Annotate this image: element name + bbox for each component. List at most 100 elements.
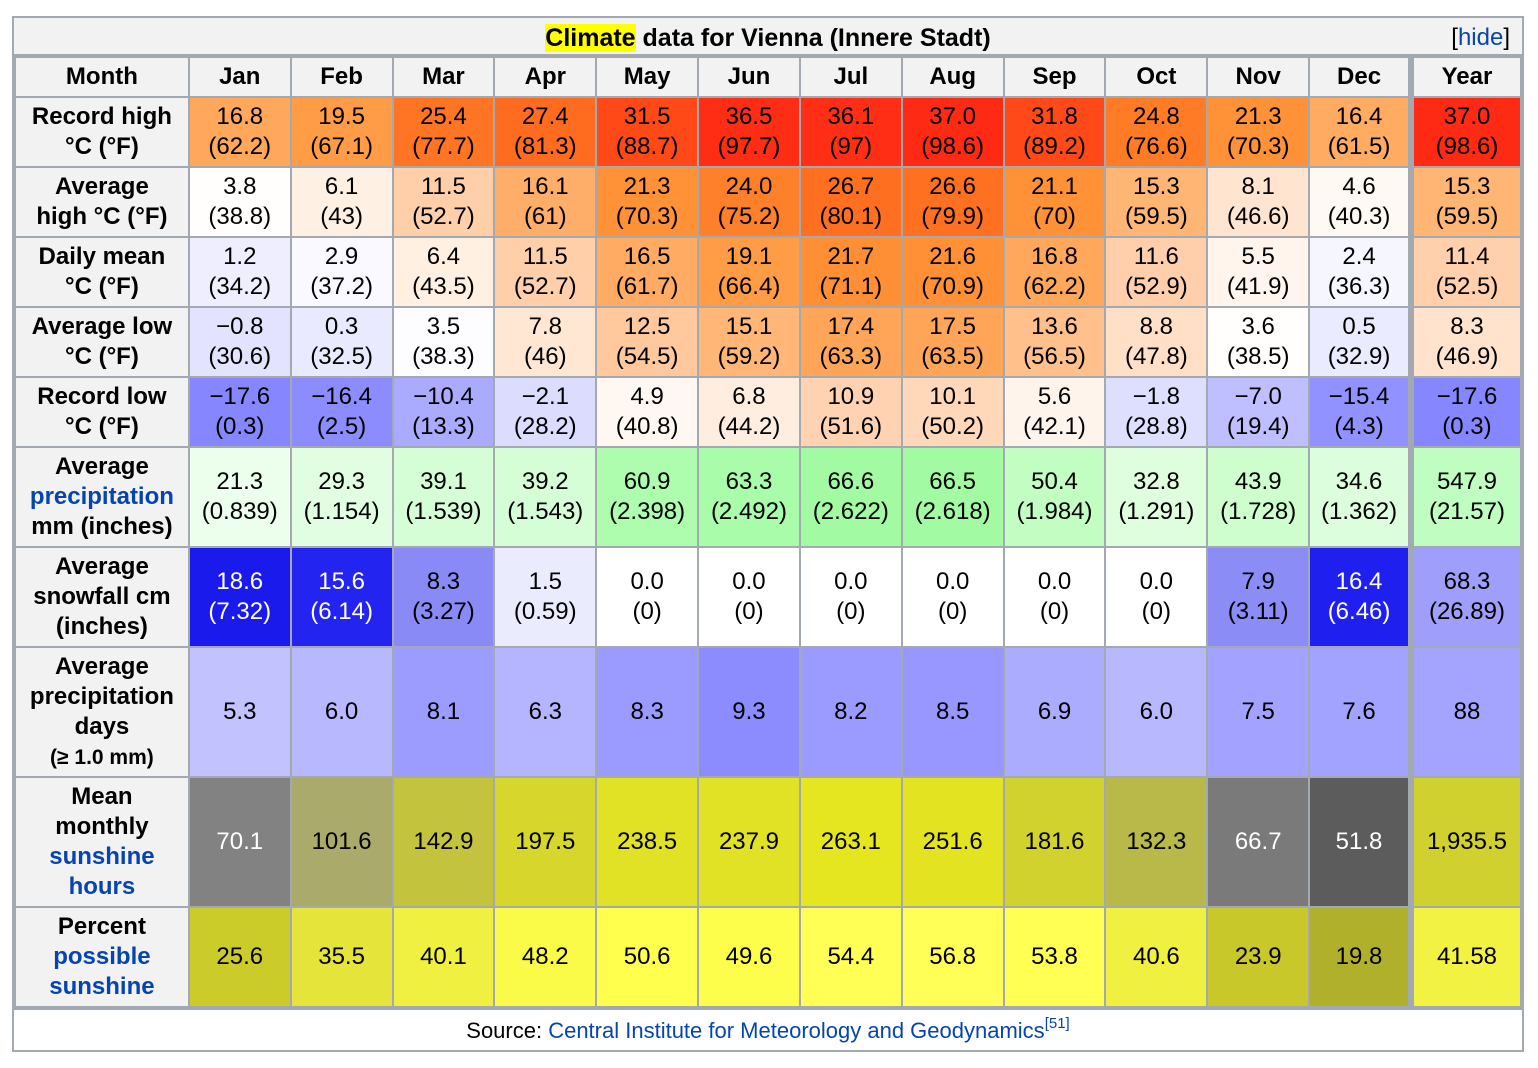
source-ref-link[interactable]: [51]	[1044, 1015, 1070, 1032]
cell-sep: 53.8	[1002, 906, 1107, 1008]
row-label-link[interactable]: hours	[68, 873, 136, 900]
cell-nov: 21.3 (70.3)	[1206, 96, 1311, 168]
cell-apr: 39.2 (1.543)	[493, 446, 598, 548]
cell-may: 50.6	[595, 906, 700, 1008]
cell-nov: 5.5 (41.9)	[1206, 236, 1311, 308]
cell-jul: 10.9 (51.6)	[798, 376, 903, 448]
cell-nov: 3.6 (38.5)	[1206, 306, 1311, 378]
cell-jan: 18.6 (7.32)	[187, 546, 292, 648]
header-mar: Mar	[391, 56, 496, 98]
cell-value: 15.3	[1132, 173, 1180, 200]
cell-imperial: (13.3)	[412, 413, 475, 440]
row-label-line: Daily mean	[38, 243, 166, 270]
cell-imperial: (61.5)	[1327, 133, 1391, 160]
cell-jan: 16.8 (62.2)	[187, 96, 292, 168]
cell-value: 54.4	[827, 943, 875, 970]
cell-imperial: (2.398)	[609, 498, 686, 525]
cell-may: 60.9 (2.398)	[595, 446, 700, 548]
cell-imperial: (88.7)	[615, 133, 679, 160]
row-label: Average high °C (°F)	[14, 166, 190, 238]
cell-value: 21.3	[623, 173, 671, 200]
cell-may: 4.9 (40.8)	[595, 376, 700, 448]
cell-imperial: (28.8)	[1124, 413, 1188, 440]
cell-imperial: (47.8)	[1124, 343, 1188, 370]
source-link[interactable]: Central Institute for Meteorology and Ge…	[548, 1018, 1045, 1043]
table-row: Average snowfall cm (inches) 18.6 (7.32) 15.6…	[14, 546, 1523, 648]
cell-imperial: (77.7)	[412, 133, 475, 160]
cell-mar: 6.4 (43.5)	[391, 236, 496, 308]
row-label-link[interactable]: precipitation	[29, 483, 174, 510]
cell-dec: −15.4 (4.3)	[1308, 376, 1412, 448]
cell-apr: 16.1 (61)	[493, 166, 598, 238]
source-ref[interactable]: [51]	[1045, 1015, 1070, 1032]
cell-value: 0.0	[1037, 568, 1072, 595]
cell-imperial: (62.2)	[208, 133, 272, 160]
cell-imperial: (0)	[1141, 598, 1172, 625]
cell-dec: 16.4 (6.46)	[1308, 546, 1412, 648]
cell-dec: 34.6 (1.362)	[1308, 446, 1412, 548]
cell-imperial: (4.3)	[1334, 413, 1384, 440]
cell-value: 40.6	[1132, 943, 1180, 970]
cell-oct: 0.0 (0)	[1104, 546, 1209, 648]
cell-value: 8.5	[935, 698, 970, 725]
cell-value: 4.9	[630, 383, 664, 410]
row-label-line: (inches)	[55, 613, 148, 640]
cell-jun: 0.0 (0)	[697, 546, 801, 648]
cell-imperial: (6.14)	[310, 598, 373, 625]
header-month: Month	[14, 56, 190, 98]
row-label-line: Record high	[31, 103, 172, 130]
cell-feb: 2.9 (37.2)	[289, 236, 394, 308]
cell-imperial: (40.8)	[615, 413, 679, 440]
hide-bracket-open: [	[1451, 24, 1458, 51]
cell-value: 7.5	[1241, 698, 1275, 725]
cell-imperial: (41.9)	[1226, 273, 1290, 300]
row-label-link[interactable]: possible	[53, 943, 151, 970]
cell-imperial: (38.8)	[208, 203, 272, 230]
row-label-line: snowfall cm	[33, 583, 171, 610]
cell-imperial: (71.1)	[819, 273, 883, 300]
cell-may: 12.5 (54.5)	[595, 306, 700, 378]
cell-imperial: (1.291)	[1118, 498, 1195, 525]
cell-value: 0.5	[1342, 313, 1376, 340]
cell-value: 15.3	[1443, 173, 1491, 200]
header-oct: Oct	[1104, 56, 1209, 98]
cell-year: 68.3 (26.89)	[1407, 546, 1523, 648]
cell-value: 7.8	[528, 313, 562, 340]
cell-feb: 19.5 (67.1)	[289, 96, 394, 168]
cell-sep: 21.1 (70)	[1002, 166, 1107, 238]
row-label-link[interactable]: sunshine	[49, 843, 155, 870]
cell-may: 238.5	[595, 776, 700, 908]
cell-imperial: (75.2)	[717, 203, 781, 230]
row-label-line: °C (°F)	[64, 413, 139, 440]
cell-nov: 7.5	[1206, 646, 1311, 778]
hide-link[interactable]: hide	[1457, 24, 1504, 51]
row-label-line: Record low	[37, 383, 167, 410]
cell-value: 1.2	[223, 243, 257, 270]
cell-imperial: (70.9)	[921, 273, 984, 300]
cell-value: 8.1	[1241, 173, 1275, 200]
cell-imperial: (2.5)	[316, 413, 367, 440]
cell-value: 16.1	[521, 173, 569, 200]
row-label-link[interactable]: sunshine	[49, 973, 155, 1000]
cell-imperial: (34.2)	[208, 273, 272, 300]
cell-value: 10.1	[929, 383, 977, 410]
cell-imperial: (79.9)	[921, 203, 984, 230]
cell-oct: 132.3	[1104, 776, 1209, 908]
cell-imperial: (0)	[937, 598, 968, 625]
cell-jan: 3.8 (38.8)	[187, 166, 292, 238]
cell-value: 2.4	[1342, 243, 1376, 270]
cell-value: 238.5	[617, 828, 678, 855]
cell-imperial: (70.3)	[615, 203, 679, 230]
cell-value: 26.7	[827, 173, 875, 200]
cell-mar: 142.9	[391, 776, 496, 908]
table-row: Average low °C (°F) −0.8 (30.6) 0.3 (32.5) 3.5…	[14, 306, 1523, 378]
cell-imperial: (46)	[523, 343, 567, 370]
row-label-line: mm (inches)	[31, 513, 173, 540]
cell-value: 21.6	[929, 243, 977, 270]
cell-value: 27.4	[521, 103, 569, 130]
cell-imperial: (30.6)	[208, 343, 272, 370]
cell-value: 17.5	[929, 313, 977, 340]
cell-value: 16.5	[623, 243, 671, 270]
cell-imperial: (50.2)	[921, 413, 984, 440]
cell-dec: 7.6	[1308, 646, 1412, 778]
